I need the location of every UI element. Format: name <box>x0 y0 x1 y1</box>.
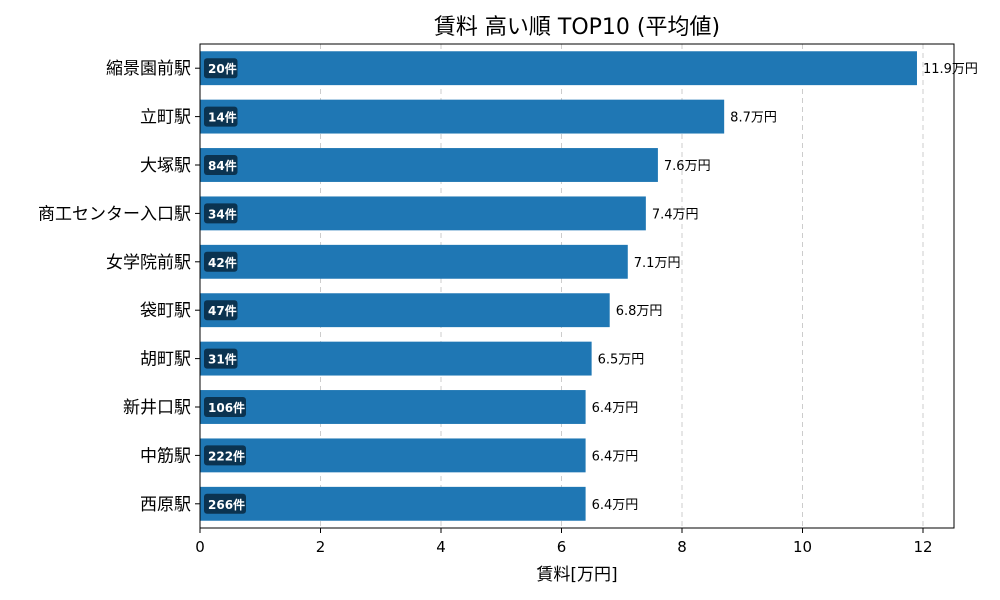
count-badge <box>204 106 238 127</box>
bar <box>200 99 725 134</box>
bar-value-label: 6.5万円 <box>598 353 645 368</box>
y-tick-label: 商工センター入口駅 <box>38 204 191 224</box>
count-badge <box>204 348 238 369</box>
bar <box>200 341 592 376</box>
count-label: 84件 <box>208 158 237 173</box>
count-badge <box>204 203 238 224</box>
count-label: 222件 <box>208 448 245 463</box>
x-tick-label: 2 <box>316 538 326 556</box>
bar <box>200 196 646 231</box>
bar-value-label: 7.4万円 <box>652 207 699 222</box>
count-badge <box>204 155 238 175</box>
chart-title: 賃料 高い順 TOP10 (平均値) <box>434 15 720 40</box>
bar <box>200 51 917 86</box>
y-tick-label: 立町駅 <box>140 108 191 128</box>
bar-value-label: 6.4万円 <box>592 449 639 464</box>
count-label: 34件 <box>208 206 237 221</box>
x-tick-label: 10 <box>793 538 812 556</box>
x-tick-label: 0 <box>195 538 205 556</box>
y-tick-label: 新井口駅 <box>123 398 191 418</box>
bar-value-label: 11.9万円 <box>923 62 978 77</box>
y-axis-ticks: 縮景園前駅立町駅大塚駅商工センター入口駅女学院前駅袋町駅胡町駅新井口駅中筋駅西原… <box>38 59 200 515</box>
y-tick-label: 大塚駅 <box>140 156 191 176</box>
count-label: 14件 <box>208 110 237 125</box>
bar-value-label: 6.4万円 <box>592 498 639 513</box>
bar <box>200 390 586 424</box>
count-badge <box>204 445 246 466</box>
count-label: 31件 <box>208 352 237 367</box>
count-label: 47件 <box>208 303 237 318</box>
bar-value-label: 8.7万円 <box>730 111 777 126</box>
bar-value-label: 6.8万円 <box>616 304 663 319</box>
x-tick-label: 6 <box>557 538 567 556</box>
bar-value-label: 6.4万円 <box>592 401 639 416</box>
count-label: 20件 <box>208 61 237 76</box>
bar <box>200 486 586 521</box>
y-tick-label: 縮景園前駅 <box>106 59 191 79</box>
count-label: 106件 <box>208 400 245 415</box>
y-tick-label: 中筋駅 <box>140 446 191 466</box>
count-badge <box>204 493 246 514</box>
y-tick-label: 袋町駅 <box>140 301 191 321</box>
count-badge <box>204 397 246 417</box>
bar <box>200 438 586 473</box>
x-tick-label: 12 <box>913 538 932 556</box>
bar <box>200 244 628 279</box>
y-tick-label: 西原駅 <box>140 495 191 515</box>
count-badge <box>204 58 238 79</box>
count-badge <box>204 251 238 272</box>
x-axis-label: 賃料[万円] <box>536 565 617 585</box>
x-tick-label: 8 <box>677 538 687 556</box>
bars: 11.9万円 20件 8.7万円 14件 7.6万円 84件 7.4万円 34件 7.1万円 42… <box>200 51 978 521</box>
x-axis-ticks: 0 2 4 6 8 10 12 <box>195 528 933 556</box>
y-tick-label: 胡町駅 <box>140 350 191 370</box>
bar-value-label: 7.6万円 <box>664 159 711 174</box>
count-label: 266件 <box>208 497 245 512</box>
count-label: 42件 <box>208 255 237 270</box>
x-tick-label: 4 <box>436 538 446 556</box>
bar <box>200 148 658 182</box>
count-badge <box>204 300 238 321</box>
bar <box>200 293 610 328</box>
bar-value-label: 7.1万円 <box>634 256 681 271</box>
plot-frame <box>199 43 955 529</box>
y-tick-label: 女学院前駅 <box>106 253 191 273</box>
